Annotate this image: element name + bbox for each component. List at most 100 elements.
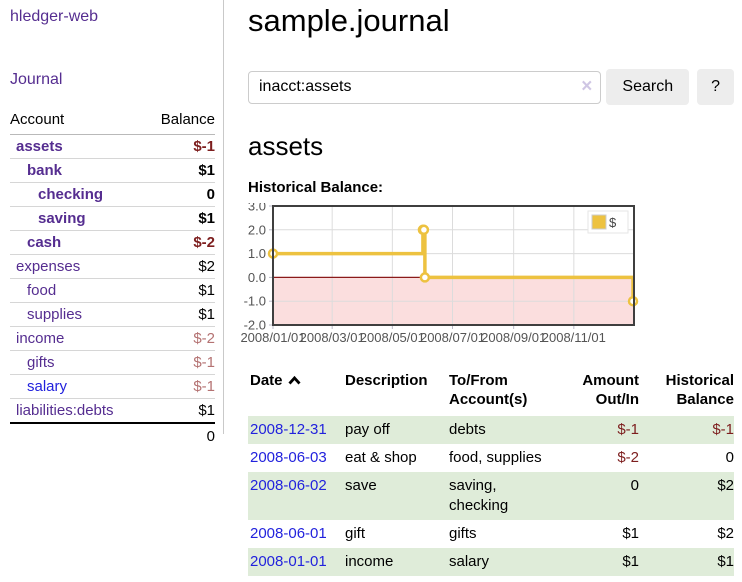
- accounts-col-balance: Balance: [144, 109, 215, 135]
- account-link[interactable]: income: [16, 330, 65, 347]
- register-table: Date Description To/From Account(s) Amou…: [248, 371, 734, 576]
- account-link[interactable]: supplies: [27, 306, 83, 323]
- register-table-body: 2008-12-31 pay off debts $-1 $-1 2008-06-03 ea…: [248, 416, 734, 576]
- register-accounts: saving, checking: [449, 477, 509, 514]
- help-button[interactable]: ?: [697, 69, 734, 105]
- date-link[interactable]: 2008-06-01: [250, 525, 327, 542]
- account-link[interactable]: bank: [27, 162, 63, 179]
- svg-text:0.0: 0.0: [248, 270, 266, 285]
- register-balance: $-1: [712, 421, 734, 438]
- account-link[interactable]: expenses: [16, 258, 81, 275]
- app-brand-link[interactable]: hledger-web: [10, 8, 99, 25]
- sidebar-divider: [223, 0, 224, 434]
- clear-search-icon[interactable]: ×: [581, 75, 593, 97]
- register-balance: $1: [717, 553, 734, 570]
- account-row: bank $1: [10, 158, 215, 183]
- register-row[interactable]: 2008-06-01 gift gifts $1 $2: [248, 520, 734, 548]
- register-accounts: salary: [449, 553, 490, 570]
- svg-text:3.0: 3.0: [248, 203, 266, 214]
- register-col-description: Description: [345, 372, 428, 389]
- chart-title: Historical Balance:: [248, 179, 384, 196]
- account-link[interactable]: gifts: [27, 354, 55, 371]
- account-balance: $-1: [144, 134, 215, 159]
- register-amount: $1: [622, 553, 639, 570]
- register-accounts: debts: [449, 421, 486, 438]
- date-link[interactable]: 2008-12-31: [250, 421, 327, 438]
- register-accounts: gifts: [449, 525, 477, 542]
- register-description: income: [345, 553, 394, 570]
- historical-balance-chart: 3.0 2.0 1.0 0.0 -1.0 -2.02008/01/012008/03/01…: [240, 203, 639, 345]
- account-heading: assets: [248, 131, 324, 161]
- register-row[interactable]: 2008-06-02 save saving, checking 0 $2: [248, 472, 734, 520]
- account-balance: $1: [144, 302, 215, 327]
- accounts-table: Account Balance assets $-1 bank $1 checking 0…: [10, 109, 215, 448]
- account-row: gifts $-1: [10, 350, 215, 375]
- search-input[interactable]: [248, 70, 602, 104]
- account-row: income $-2: [10, 326, 215, 351]
- svg-text:2008/05/01: 2008/05/01: [360, 330, 425, 345]
- account-balance: 0: [144, 182, 215, 207]
- account-link[interactable]: food: [27, 282, 57, 299]
- register-description: eat & shop: [345, 449, 417, 466]
- register-description: pay off: [345, 421, 390, 438]
- date-link[interactable]: 2008-06-02: [250, 477, 327, 494]
- account-link[interactable]: checking: [38, 186, 104, 203]
- date-link[interactable]: 2008-01-01: [250, 553, 327, 570]
- register-amount: 0: [630, 477, 639, 494]
- register-col-amount: Amount Out/In: [582, 372, 639, 408]
- register-row[interactable]: 2008-01-01 income salary $1 $1: [248, 548, 734, 576]
- search-button[interactable]: Search: [606, 69, 690, 105]
- register-amount: $1: [622, 525, 639, 542]
- account-link[interactable]: assets: [16, 138, 63, 155]
- search-bar: × Search ?: [248, 69, 734, 105]
- account-balance: $-2: [144, 326, 215, 351]
- register-amount: $-2: [617, 449, 639, 466]
- chevron-up-icon: [287, 372, 302, 391]
- page-title: sample.journal: [248, 3, 450, 38]
- account-balance: $1: [198, 402, 215, 419]
- svg-text:1.0: 1.0: [248, 246, 266, 261]
- register-amount: $-1: [617, 421, 639, 438]
- register-description: gift: [345, 525, 366, 542]
- main-content: sample.journal × Search ? assets Histori…: [240, 0, 734, 576]
- register-col-date[interactable]: Date: [248, 371, 345, 416]
- svg-text:-1.0: -1.0: [244, 294, 266, 309]
- account-row: expenses $2: [10, 254, 215, 279]
- register-col-accounts: To/From Account(s): [449, 372, 528, 408]
- account-balance: $-2: [144, 230, 215, 255]
- svg-text:2008/09/01: 2008/09/01: [481, 330, 546, 345]
- svg-text:-2.0: -2.0: [244, 318, 266, 333]
- register-col-balance: Historical Balance: [665, 372, 734, 408]
- account-row: food $1: [10, 278, 215, 303]
- account-link[interactable]: salary: [27, 378, 68, 395]
- svg-text:2008/07/01: 2008/07/01: [420, 330, 485, 345]
- accounts-col-account: Account: [10, 109, 145, 135]
- accounts-table-body: assets $-1 bank $1 checking 0 saving $1 cash $-2 e…: [10, 134, 215, 448]
- register-row[interactable]: 2008-06-03 eat & shop food, supplies $-2 0: [248, 444, 734, 472]
- account-link[interactable]: liabilities:debts: [16, 402, 114, 419]
- register-header-row: Date Description To/From Account(s) Amou…: [248, 371, 734, 416]
- svg-text:2.0: 2.0: [248, 222, 266, 237]
- register-balance: 0: [725, 449, 734, 466]
- svg-text:2008/03/01: 2008/03/01: [300, 330, 365, 345]
- account-balance: $1: [144, 206, 215, 231]
- account-row: liabilities:debts $1: [10, 399, 215, 424]
- account-balance: $1: [144, 158, 215, 183]
- accounts-total: 0: [144, 422, 215, 448]
- register-accounts: food, supplies: [449, 449, 542, 466]
- account-balance: $-1: [144, 350, 215, 375]
- register-description: save: [345, 477, 377, 494]
- account-balance: $-1: [144, 374, 215, 399]
- svg-text:2008/11/01: 2008/11/01: [542, 330, 606, 345]
- sidebar-item-journal[interactable]: Journal: [10, 71, 63, 88]
- account-link[interactable]: saving: [38, 210, 86, 227]
- account-link[interactable]: cash: [27, 234, 62, 251]
- account-balance: $1: [144, 278, 215, 303]
- account-row: salary $-1: [10, 374, 215, 399]
- register-row[interactable]: 2008-12-31 pay off debts $-1 $-1: [248, 416, 734, 444]
- svg-text:$: $: [609, 215, 617, 230]
- account-row: supplies $1: [10, 302, 215, 327]
- register-balance: $2: [717, 525, 734, 542]
- date-link[interactable]: 2008-06-03: [250, 449, 327, 466]
- accounts-table-header: Account Balance: [10, 109, 215, 135]
